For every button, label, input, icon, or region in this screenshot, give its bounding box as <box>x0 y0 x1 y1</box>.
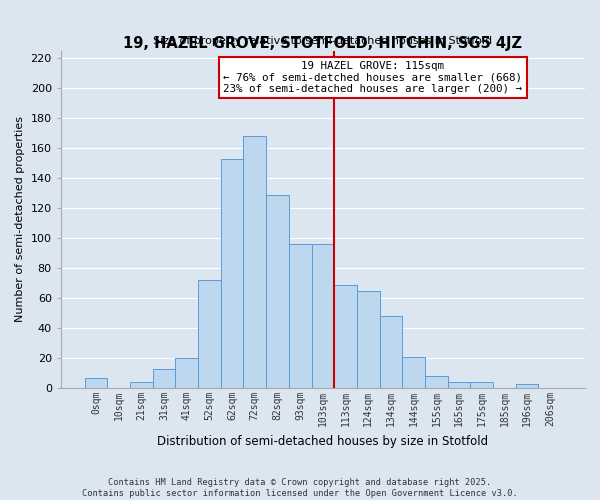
Bar <box>425 376 448 388</box>
Bar <box>198 280 221 388</box>
Bar <box>311 244 334 388</box>
Y-axis label: Number of semi-detached properties: Number of semi-detached properties <box>15 116 25 322</box>
Bar <box>244 136 266 388</box>
Bar <box>130 382 153 388</box>
Bar <box>448 382 470 388</box>
Bar <box>470 382 493 388</box>
Bar <box>334 284 357 388</box>
Bar <box>85 378 107 388</box>
Title: 19, HAZEL GROVE, STOTFOLD, HITCHIN, SG5 4JZ: 19, HAZEL GROVE, STOTFOLD, HITCHIN, SG5 … <box>124 36 523 51</box>
Bar <box>516 384 538 388</box>
Bar <box>175 358 198 388</box>
Bar <box>221 158 244 388</box>
Bar <box>289 244 311 388</box>
Bar <box>266 194 289 388</box>
Bar <box>153 368 175 388</box>
Text: Size of property relative to semi-detached houses in Stotfold: Size of property relative to semi-detach… <box>154 36 493 46</box>
Text: 19 HAZEL GROVE: 115sqm
← 76% of semi-detched houses are smaller (668)
23% of sem: 19 HAZEL GROVE: 115sqm ← 76% of semi-det… <box>223 61 522 94</box>
Bar <box>380 316 403 388</box>
Bar <box>403 356 425 388</box>
Text: Contains HM Land Registry data © Crown copyright and database right 2025.
Contai: Contains HM Land Registry data © Crown c… <box>82 478 518 498</box>
X-axis label: Distribution of semi-detached houses by size in Stotfold: Distribution of semi-detached houses by … <box>157 434 488 448</box>
Bar <box>357 290 380 388</box>
